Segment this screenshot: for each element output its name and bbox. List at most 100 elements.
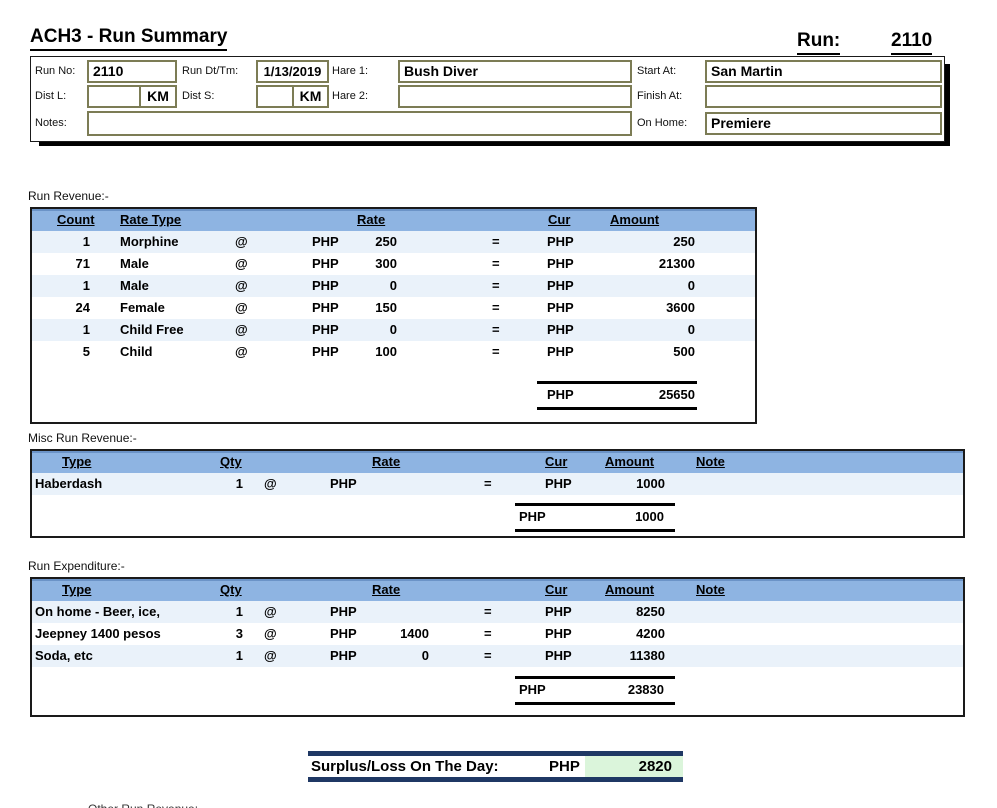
finish-at-label: Finish At: bbox=[637, 90, 682, 102]
total-amount: 1000 bbox=[552, 505, 664, 529]
table-row: 5 Child @ PHP 100 = PHP 500 bbox=[32, 341, 755, 363]
col-header-qty: Qty bbox=[220, 454, 242, 469]
run-dt-field[interactable]: 1/13/2019 bbox=[256, 60, 329, 83]
hare1-label: Hare 1: bbox=[332, 65, 368, 77]
cell-rate-value: 1400 bbox=[342, 623, 429, 645]
hare1-field[interactable]: Bush Diver bbox=[398, 60, 632, 83]
cell-amount: 21300 bbox=[588, 253, 695, 275]
cell-rate-type: Male bbox=[120, 253, 149, 275]
col-header-amount: Amount bbox=[605, 582, 654, 597]
expenditure-rows: On home - Beer, ice, 1 @ PHP = PHP 8250 … bbox=[32, 601, 963, 667]
header-form-panel: Run No: 2110 Run Dt/Tm: 1/13/2019 Hare 1… bbox=[30, 56, 945, 142]
table-row: 1 Male @ PHP 0 = PHP 0 bbox=[32, 275, 755, 297]
misc-revenue-header-row: Type Qty Rate Cur Amount Note bbox=[32, 451, 963, 473]
cell-count: 24 bbox=[40, 297, 90, 319]
cell-at-symbol: @ bbox=[235, 253, 248, 275]
run-no-label: Run No: bbox=[35, 65, 75, 77]
cell-rate-value: 150 bbox=[320, 297, 397, 319]
cell-currency: PHP bbox=[547, 253, 574, 275]
col-header-rate: Rate bbox=[372, 582, 400, 597]
cell-at-symbol: @ bbox=[264, 623, 277, 645]
cell-type: Soda, etc bbox=[35, 645, 93, 667]
col-header-rate: Rate bbox=[372, 454, 400, 469]
cell-rate-value: 300 bbox=[320, 253, 397, 275]
cell-type: On home - Beer, ice, bbox=[35, 601, 160, 623]
cell-equals-symbol: = bbox=[492, 297, 500, 319]
expenditure-table: Type Qty Rate Cur Amount Note On home - … bbox=[30, 577, 965, 717]
cell-qty: 3 bbox=[202, 623, 243, 645]
cell-count: 1 bbox=[40, 231, 90, 253]
hare2-field[interactable] bbox=[398, 85, 632, 108]
cell-at-symbol: @ bbox=[264, 645, 277, 667]
dist-s-unit: KM bbox=[292, 85, 329, 108]
dist-l-label: Dist L: bbox=[35, 90, 66, 102]
cell-equals-symbol: = bbox=[492, 253, 500, 275]
dist-l-unit: KM bbox=[139, 85, 177, 108]
run-label: Run: bbox=[797, 30, 840, 55]
cell-amount: 250 bbox=[588, 231, 695, 253]
cell-amount: 0 bbox=[588, 319, 695, 341]
run-revenue-header-row: Count Rate Type Rate Cur Amount bbox=[32, 209, 755, 231]
expenditure-section-label: Run Expenditure:- bbox=[28, 559, 125, 573]
total-currency: PHP bbox=[519, 678, 546, 702]
total-currency: PHP bbox=[547, 383, 574, 407]
surplus-bar: Surplus/Loss On The Day: PHP 2820 bbox=[308, 751, 683, 782]
total-rule-bottom bbox=[515, 702, 675, 705]
cell-rate-currency: PHP bbox=[330, 473, 357, 495]
run-number: 2110 bbox=[891, 30, 932, 55]
cell-currency: PHP bbox=[547, 319, 574, 341]
expenditure-header-row: Type Qty Rate Cur Amount Note bbox=[32, 579, 963, 601]
cell-equals-symbol: = bbox=[492, 231, 500, 253]
cell-currency: PHP bbox=[547, 231, 574, 253]
col-header-cur: Cur bbox=[548, 212, 570, 227]
col-header-note: Note bbox=[696, 454, 725, 469]
cell-rate-currency: PHP bbox=[330, 601, 357, 623]
cell-qty: 1 bbox=[202, 473, 243, 495]
cell-equals-symbol: = bbox=[492, 341, 500, 363]
start-at-field[interactable]: San Martin bbox=[705, 60, 942, 83]
col-header-type: Type bbox=[62, 582, 91, 597]
table-row: Jeepney 1400 pesos 3 @ PHP 1400 = PHP 42… bbox=[32, 623, 963, 645]
cell-rate-value: 0 bbox=[320, 319, 397, 341]
cell-amount: 4200 bbox=[557, 623, 665, 645]
run-revenue-rows: 1 Morphine @ PHP 250 = PHP 250 71 Male @… bbox=[32, 231, 755, 363]
expenditure-total-row: PHP 23830 bbox=[32, 678, 963, 702]
dist-l-field[interactable] bbox=[87, 85, 141, 108]
run-revenue-section-label: Run Revenue:- bbox=[28, 189, 109, 203]
run-summary-report: ACH3 - Run Summary Run: 2110 Run No: 211… bbox=[0, 0, 997, 808]
cell-amount: 0 bbox=[588, 275, 695, 297]
cell-at-symbol: @ bbox=[235, 319, 248, 341]
page-title: ACH3 - Run Summary bbox=[30, 26, 227, 51]
finish-at-field[interactable] bbox=[705, 85, 942, 108]
total-amount: 23830 bbox=[552, 678, 664, 702]
cell-equals-symbol: = bbox=[484, 623, 492, 645]
cell-currency: PHP bbox=[547, 341, 574, 363]
col-header-amount: Amount bbox=[610, 212, 659, 227]
cell-rate-value: 100 bbox=[320, 341, 397, 363]
cell-type: Jeepney 1400 pesos bbox=[35, 623, 161, 645]
notes-field[interactable] bbox=[87, 111, 632, 136]
col-header-type: Type bbox=[62, 454, 91, 469]
col-header-rate: Rate bbox=[357, 212, 385, 227]
col-header-count: Count bbox=[57, 212, 95, 227]
cell-type: Haberdash bbox=[35, 473, 102, 495]
on-home-field[interactable]: Premiere bbox=[705, 112, 942, 135]
cell-count: 71 bbox=[40, 253, 90, 275]
on-home-label: On Home: bbox=[637, 117, 687, 129]
cell-at-symbol: @ bbox=[235, 297, 248, 319]
cell-count: 5 bbox=[40, 341, 90, 363]
total-currency: PHP bbox=[519, 505, 546, 529]
cell-rate-type: Female bbox=[120, 297, 165, 319]
misc-revenue-total-row: PHP 1000 bbox=[32, 505, 963, 529]
run-dt-label: Run Dt/Tm: bbox=[182, 65, 238, 77]
col-header-note: Note bbox=[696, 582, 725, 597]
cell-equals-symbol: = bbox=[484, 601, 492, 623]
cell-equals-symbol: = bbox=[484, 645, 492, 667]
cell-amount: 500 bbox=[588, 341, 695, 363]
cell-amount: 8250 bbox=[557, 601, 665, 623]
run-no-field[interactable]: 2110 bbox=[87, 60, 177, 83]
cell-currency: PHP bbox=[547, 297, 574, 319]
table-row: Haberdash 1 @ PHP = PHP 1000 bbox=[32, 473, 963, 495]
dist-s-field[interactable] bbox=[256, 85, 294, 108]
total-amount: 25650 bbox=[588, 383, 695, 407]
